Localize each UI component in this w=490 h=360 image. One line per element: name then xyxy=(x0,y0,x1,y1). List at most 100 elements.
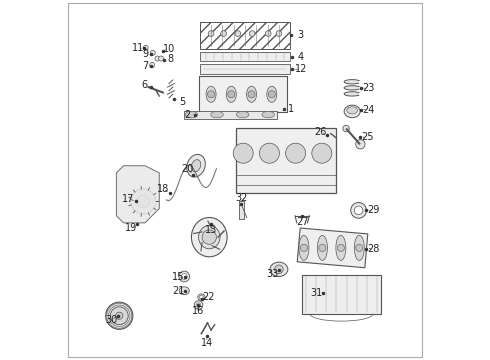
Ellipse shape xyxy=(267,86,277,102)
Text: 22: 22 xyxy=(202,292,215,302)
Ellipse shape xyxy=(270,262,288,276)
Text: 9: 9 xyxy=(142,49,151,59)
Circle shape xyxy=(220,31,226,36)
Circle shape xyxy=(106,302,133,329)
Circle shape xyxy=(137,195,149,208)
Circle shape xyxy=(155,56,160,61)
Bar xyxy=(200,52,290,61)
Circle shape xyxy=(150,50,155,55)
Circle shape xyxy=(159,56,164,61)
Circle shape xyxy=(149,63,155,67)
Text: 10: 10 xyxy=(163,44,175,54)
Text: 17: 17 xyxy=(122,194,134,203)
Text: 30: 30 xyxy=(105,315,117,325)
Circle shape xyxy=(356,140,365,149)
Text: 2: 2 xyxy=(185,110,195,120)
Text: 8: 8 xyxy=(164,54,173,64)
Circle shape xyxy=(179,271,190,282)
Text: 15: 15 xyxy=(172,272,184,282)
Text: 18: 18 xyxy=(157,184,169,194)
Circle shape xyxy=(202,230,217,244)
Circle shape xyxy=(312,143,332,163)
Circle shape xyxy=(181,274,187,279)
Ellipse shape xyxy=(344,92,360,96)
Circle shape xyxy=(356,244,363,251)
Ellipse shape xyxy=(262,111,274,118)
Ellipse shape xyxy=(344,80,360,84)
Text: 33: 33 xyxy=(267,269,279,279)
Text: 13: 13 xyxy=(205,225,217,235)
Circle shape xyxy=(131,189,156,214)
Text: 24: 24 xyxy=(362,105,374,114)
Text: 3: 3 xyxy=(292,30,303,40)
Ellipse shape xyxy=(299,235,309,260)
Text: 16: 16 xyxy=(192,306,204,316)
Ellipse shape xyxy=(198,226,220,249)
Text: 26: 26 xyxy=(315,127,327,138)
Text: 29: 29 xyxy=(368,205,380,215)
Text: 7: 7 xyxy=(142,61,151,71)
Text: 27: 27 xyxy=(296,217,308,227)
Ellipse shape xyxy=(206,86,216,102)
Bar xyxy=(184,111,277,118)
Circle shape xyxy=(268,91,275,98)
Text: 23: 23 xyxy=(362,83,374,93)
Circle shape xyxy=(343,125,349,132)
Circle shape xyxy=(276,31,282,36)
Ellipse shape xyxy=(246,86,257,102)
Circle shape xyxy=(110,307,128,325)
Ellipse shape xyxy=(344,86,360,90)
Circle shape xyxy=(116,312,123,319)
Circle shape xyxy=(259,143,279,163)
Text: 21: 21 xyxy=(172,287,185,296)
Circle shape xyxy=(196,303,201,307)
Bar xyxy=(200,64,290,74)
Ellipse shape xyxy=(198,294,205,300)
Text: 4: 4 xyxy=(292,52,304,62)
Ellipse shape xyxy=(347,107,358,114)
Ellipse shape xyxy=(192,217,227,257)
Bar xyxy=(302,275,381,314)
Text: 5: 5 xyxy=(174,97,185,107)
Bar xyxy=(200,22,290,49)
Circle shape xyxy=(208,31,214,36)
Circle shape xyxy=(233,143,253,163)
Ellipse shape xyxy=(344,105,360,118)
Circle shape xyxy=(351,203,367,218)
Text: 25: 25 xyxy=(361,132,374,142)
Circle shape xyxy=(194,301,203,309)
Ellipse shape xyxy=(336,235,346,260)
Text: 1: 1 xyxy=(284,104,294,114)
Text: 6: 6 xyxy=(141,80,151,90)
Text: 28: 28 xyxy=(368,244,380,253)
Circle shape xyxy=(319,244,326,251)
Ellipse shape xyxy=(179,287,189,295)
Bar xyxy=(239,202,244,219)
Circle shape xyxy=(199,296,203,299)
Polygon shape xyxy=(117,166,159,223)
Circle shape xyxy=(266,31,271,36)
Circle shape xyxy=(228,91,235,98)
Circle shape xyxy=(275,265,283,274)
Ellipse shape xyxy=(211,111,223,118)
Ellipse shape xyxy=(185,111,197,118)
Bar xyxy=(236,128,336,193)
Text: 11: 11 xyxy=(132,43,144,53)
Ellipse shape xyxy=(226,86,236,102)
Bar xyxy=(297,228,368,268)
Ellipse shape xyxy=(236,111,249,118)
Circle shape xyxy=(286,143,306,163)
Ellipse shape xyxy=(354,235,364,260)
Text: 32: 32 xyxy=(235,193,247,203)
Text: 20: 20 xyxy=(182,164,194,174)
Text: 31: 31 xyxy=(310,288,322,297)
Ellipse shape xyxy=(318,235,327,260)
Circle shape xyxy=(143,45,148,50)
Text: 19: 19 xyxy=(124,223,137,233)
Ellipse shape xyxy=(187,154,205,177)
Bar xyxy=(199,76,287,112)
Circle shape xyxy=(354,206,363,215)
Circle shape xyxy=(249,31,255,36)
Ellipse shape xyxy=(192,159,201,172)
Circle shape xyxy=(337,244,344,251)
